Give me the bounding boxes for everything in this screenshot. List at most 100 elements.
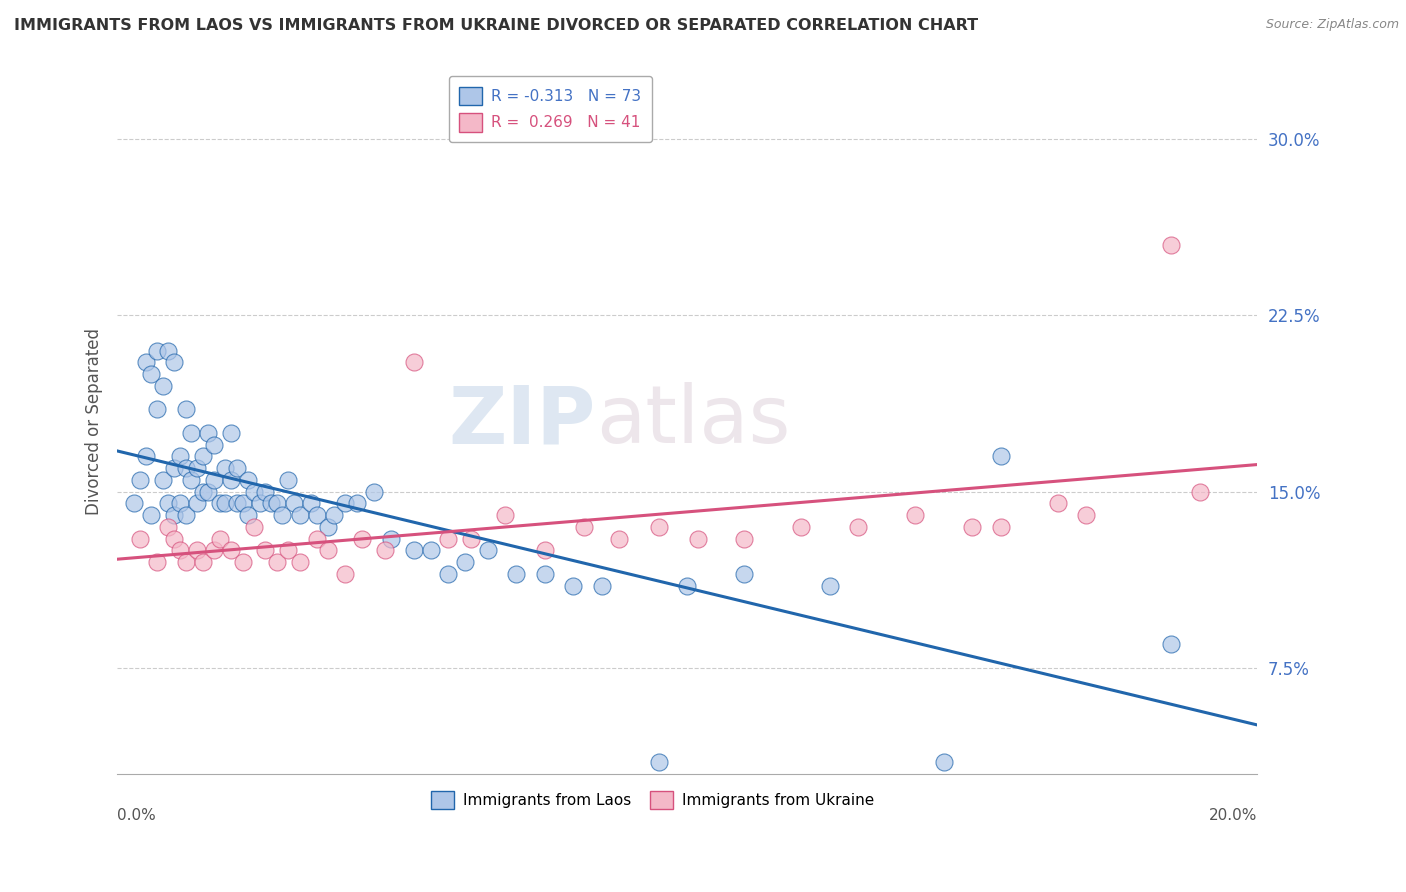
Point: [1160, 637, 1182, 651]
Point: [846, 520, 869, 534]
Point: [169, 450, 191, 464]
Point: [169, 496, 191, 510]
Text: ZIP: ZIP: [449, 382, 596, 460]
Point: [402, 355, 425, 369]
Point: [1160, 237, 1182, 252]
Point: [266, 555, 288, 569]
Point: [436, 566, 458, 581]
Point: [818, 579, 841, 593]
Point: [591, 579, 613, 593]
Point: [505, 566, 527, 581]
Text: 0.0%: 0.0%: [117, 808, 156, 823]
Point: [219, 543, 242, 558]
Point: [163, 508, 186, 523]
Point: [352, 532, 374, 546]
Point: [562, 579, 585, 593]
Point: [186, 496, 208, 510]
Point: [533, 543, 555, 558]
Point: [135, 450, 157, 464]
Point: [163, 532, 186, 546]
Point: [299, 496, 322, 510]
Point: [254, 484, 277, 499]
Point: [169, 543, 191, 558]
Point: [152, 473, 174, 487]
Point: [249, 496, 271, 510]
Point: [316, 520, 339, 534]
Point: [157, 520, 180, 534]
Point: [283, 496, 305, 510]
Point: [219, 425, 242, 440]
Point: [647, 520, 669, 534]
Point: [141, 508, 163, 523]
Point: [208, 532, 231, 546]
Point: [146, 343, 169, 358]
Point: [157, 343, 180, 358]
Point: [197, 425, 219, 440]
Point: [174, 402, 197, 417]
Point: [316, 543, 339, 558]
Point: [1074, 508, 1097, 523]
Point: [374, 543, 396, 558]
Point: [124, 496, 146, 510]
Point: [186, 543, 208, 558]
Point: [202, 437, 225, 451]
Point: [790, 520, 813, 534]
Point: [163, 461, 186, 475]
Point: [146, 402, 169, 417]
Point: [676, 579, 699, 593]
Point: [494, 508, 516, 523]
Point: [232, 555, 254, 569]
Point: [1188, 484, 1211, 499]
Point: [305, 532, 328, 546]
Text: Source: ZipAtlas.com: Source: ZipAtlas.com: [1265, 18, 1399, 31]
Point: [238, 508, 260, 523]
Text: IMMIGRANTS FROM LAOS VS IMMIGRANTS FROM UKRAINE DIVORCED OR SEPARATED CORRELATIO: IMMIGRANTS FROM LAOS VS IMMIGRANTS FROM …: [14, 18, 979, 33]
Point: [180, 425, 202, 440]
Point: [305, 508, 328, 523]
Point: [180, 473, 202, 487]
Point: [1046, 496, 1069, 510]
Point: [243, 484, 266, 499]
Point: [333, 496, 356, 510]
Point: [191, 555, 214, 569]
Point: [288, 555, 311, 569]
Point: [146, 555, 169, 569]
Point: [990, 520, 1012, 534]
Point: [202, 543, 225, 558]
Point: [219, 473, 242, 487]
Point: [277, 543, 299, 558]
Point: [254, 543, 277, 558]
Point: [129, 532, 152, 546]
Point: [152, 379, 174, 393]
Point: [135, 355, 157, 369]
Text: atlas: atlas: [596, 382, 790, 460]
Point: [960, 520, 983, 534]
Point: [419, 543, 441, 558]
Point: [322, 508, 344, 523]
Point: [186, 461, 208, 475]
Point: [932, 755, 955, 769]
Legend: Immigrants from Laos, Immigrants from Ukraine: Immigrants from Laos, Immigrants from Uk…: [425, 785, 880, 815]
Y-axis label: Divorced or Separated: Divorced or Separated: [86, 327, 103, 515]
Point: [271, 508, 294, 523]
Point: [688, 532, 710, 546]
Point: [733, 532, 755, 546]
Point: [243, 520, 266, 534]
Point: [333, 566, 356, 581]
Point: [574, 520, 596, 534]
Point: [533, 566, 555, 581]
Point: [436, 532, 458, 546]
Point: [402, 543, 425, 558]
Point: [174, 461, 197, 475]
Point: [266, 496, 288, 510]
Point: [191, 484, 214, 499]
Point: [157, 496, 180, 510]
Point: [477, 543, 499, 558]
Point: [225, 461, 247, 475]
Point: [288, 508, 311, 523]
Text: 20.0%: 20.0%: [1209, 808, 1257, 823]
Point: [904, 508, 927, 523]
Point: [174, 555, 197, 569]
Point: [129, 473, 152, 487]
Point: [238, 473, 260, 487]
